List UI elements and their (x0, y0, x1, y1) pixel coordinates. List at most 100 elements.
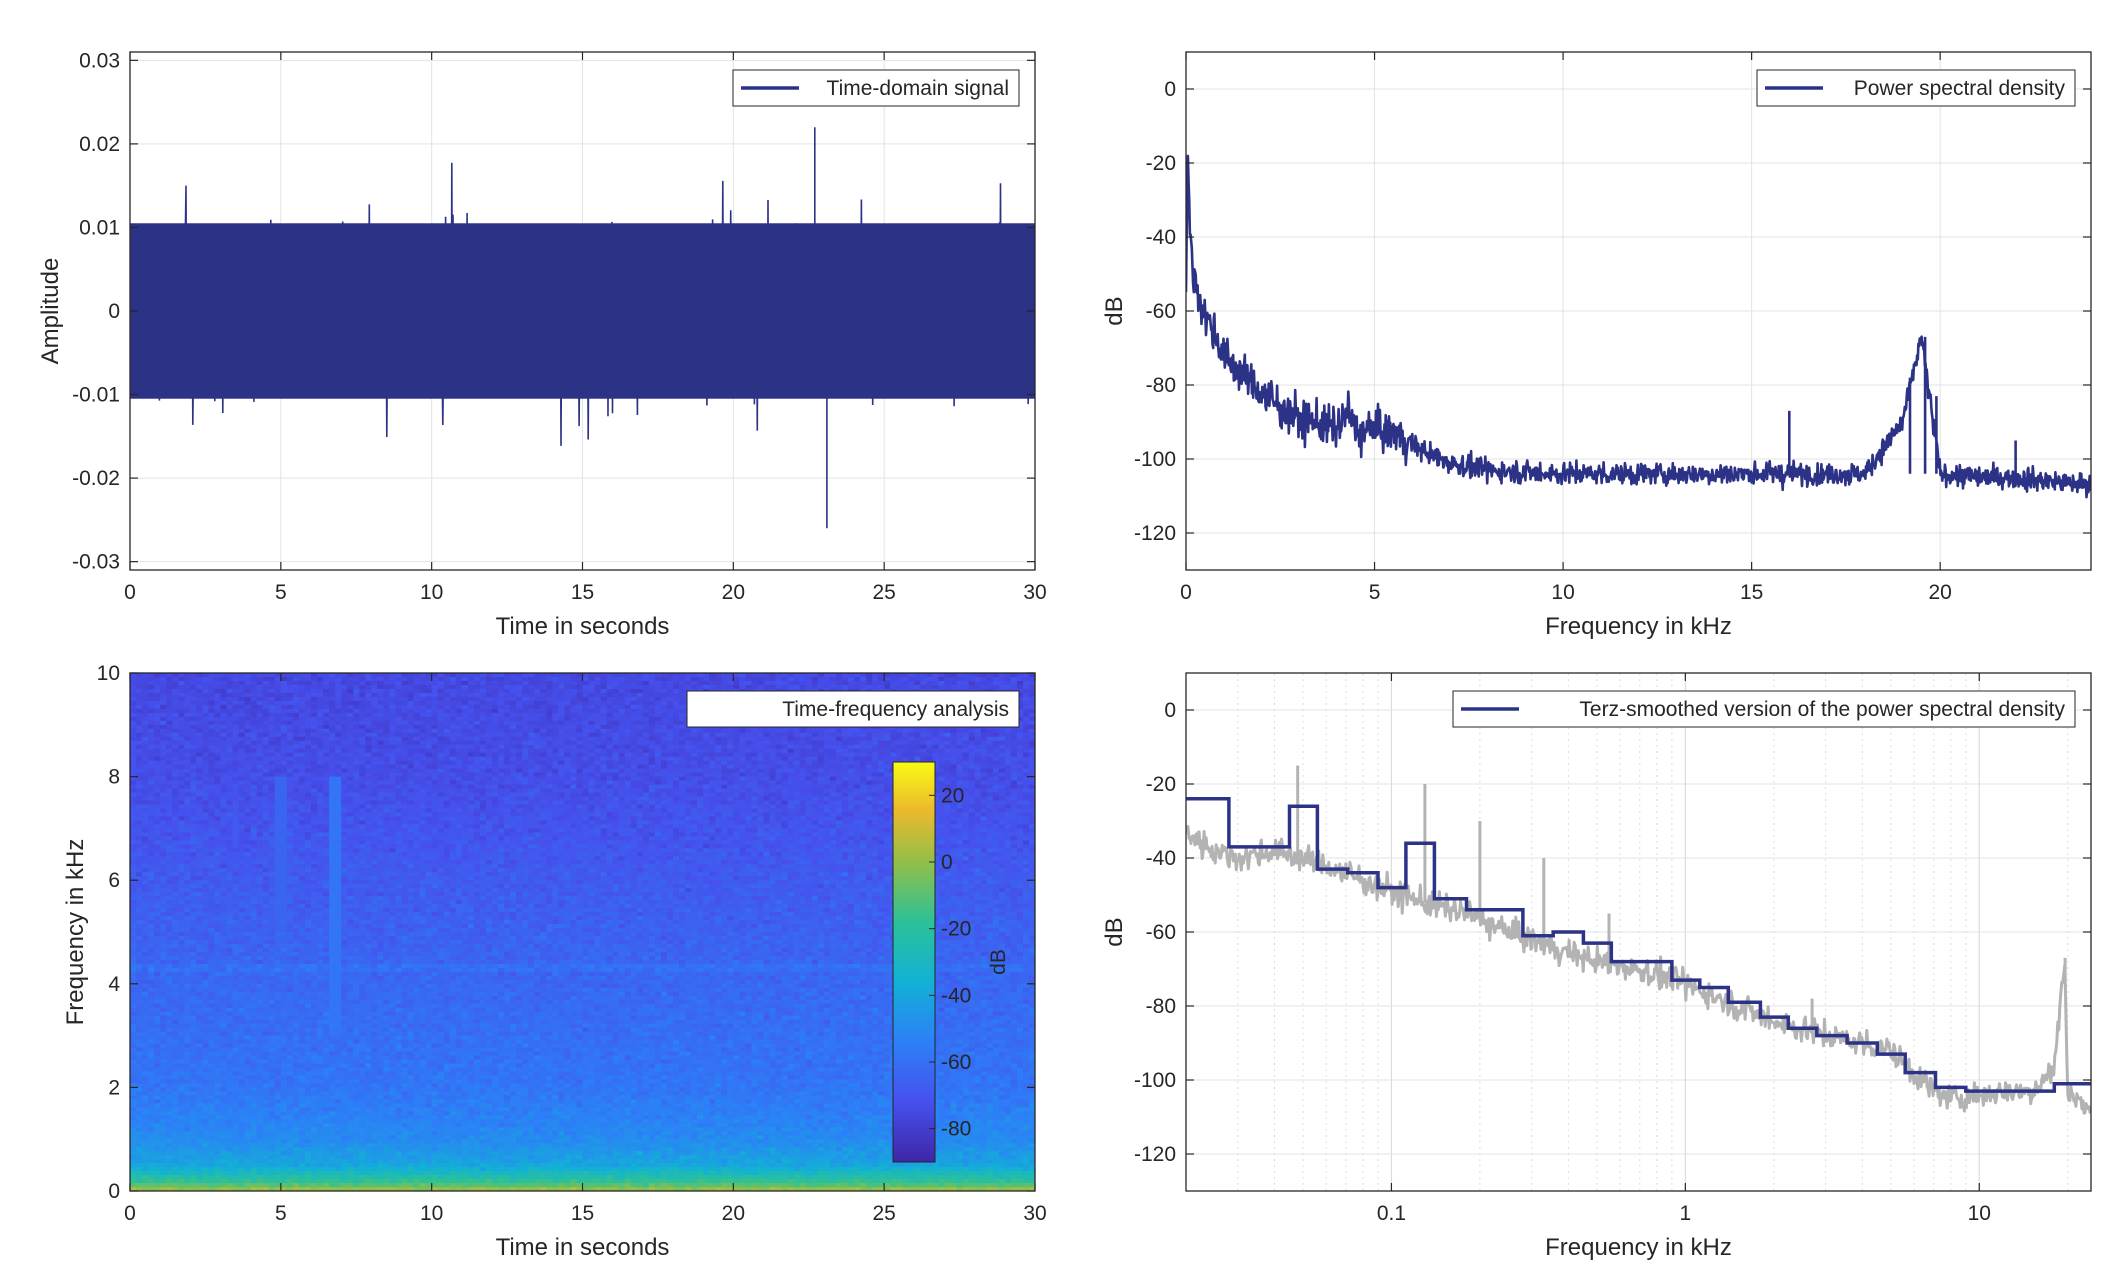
spectrogram-cell (595, 773, 602, 778)
spectrogram-cell (371, 797, 378, 802)
spectrogram-cell (438, 681, 445, 686)
spectrogram-cell (335, 681, 342, 686)
spectrogram-cell (993, 681, 1000, 686)
spectrogram-cell (540, 793, 547, 798)
spectrogram-cell (383, 801, 390, 806)
spectrogram-cell (812, 757, 819, 762)
spectrogram-cell (655, 761, 662, 766)
spectrogram-cell (625, 757, 632, 762)
spectrogram-cell (558, 781, 565, 786)
spectrogram-cell (1011, 773, 1018, 778)
spectrogram-cell (649, 693, 656, 698)
spectrogram-cell (263, 749, 270, 754)
spectrogram-cell (347, 741, 354, 746)
spectrogram-cell (872, 729, 879, 734)
spectrogram-cell (335, 773, 342, 778)
spectrogram-cell (576, 781, 583, 786)
spectrogram-cell (751, 797, 758, 802)
spectrogram-cell (770, 793, 777, 798)
spectrogram-cell (444, 797, 451, 802)
spectrogram-cell (335, 781, 342, 786)
spectrogram-cell (486, 673, 493, 678)
spectrogram-cell (745, 737, 752, 742)
spectrogram-cell (896, 745, 903, 750)
spectrogram-cell (420, 789, 427, 794)
spectrogram-cell (866, 797, 873, 802)
spectrogram-cell (323, 709, 330, 714)
spectrogram-cell (848, 785, 855, 790)
spectrogram-cell (154, 785, 161, 790)
spectrogram-cell (631, 721, 638, 726)
spectrogram-cell (160, 701, 167, 706)
spectrogram-cell (468, 697, 475, 702)
spectrogram-cell (697, 677, 704, 682)
spectrogram-cell (408, 797, 415, 802)
spectrogram-cell (945, 729, 952, 734)
spectrogram-cell (812, 733, 819, 738)
spectrogram-cell (136, 717, 143, 722)
spectrogram-cell (661, 701, 668, 706)
spectrogram-cell (516, 689, 523, 694)
spectrogram-cell (564, 777, 571, 782)
spectrogram-cell (148, 773, 155, 778)
spectrogram-cell (383, 757, 390, 762)
spectrogram-cell (450, 729, 457, 734)
spectrogram-cell (305, 761, 312, 766)
spectrogram-cell (1005, 765, 1012, 770)
spectrogram-cell (377, 717, 384, 722)
spectrogram-cell (643, 753, 650, 758)
spectrogram-cell (305, 689, 312, 694)
spectrogram-cell (136, 765, 143, 770)
spectrogram-cell (564, 681, 571, 686)
spectrogram-cell (251, 753, 258, 758)
spectrogram-cell (311, 693, 318, 698)
spectrogram-cell (450, 713, 457, 718)
spectrogram-cell (691, 777, 698, 782)
spectrogram-cell (884, 677, 891, 682)
spectrogram-cell (661, 781, 668, 786)
spectrogram-cell (800, 749, 807, 754)
spectrogram-cell (172, 725, 179, 730)
spectrogram-cell (239, 789, 246, 794)
spectrogram-cell (233, 777, 240, 782)
spectrogram-cell (130, 689, 137, 694)
spectrogram-cell (275, 741, 282, 746)
spectrogram-cell (727, 749, 734, 754)
spectrogram-cell (208, 705, 215, 710)
spectrogram-cell (703, 777, 710, 782)
spectrogram-cell (558, 681, 565, 686)
spectrogram-cell (540, 765, 547, 770)
spectrogram-cell (196, 677, 203, 682)
spectrogram-cell (625, 673, 632, 678)
spectrogram-cell (534, 777, 541, 782)
spectrogram-cell (770, 749, 777, 754)
spectrogram-cell (383, 797, 390, 802)
spectrogram-cell (1023, 737, 1030, 742)
spectrogram-cell (1023, 749, 1030, 754)
spectrogram-cell (335, 725, 342, 730)
spectrogram-cell (679, 713, 686, 718)
spectrogram-cell (196, 801, 203, 806)
spectrogram-cell (637, 713, 644, 718)
spectrogram-cell (257, 689, 264, 694)
spectrogram-cell (395, 785, 402, 790)
spectrogram-cell (770, 737, 777, 742)
spectrogram-cell (287, 709, 294, 714)
spectrogram-cell (395, 797, 402, 802)
spectrogram-cell (830, 789, 837, 794)
spectrogram-cell (812, 685, 819, 690)
spectrogram-cell (727, 737, 734, 742)
spectrogram-cell (721, 729, 728, 734)
spectrogram-cell (540, 753, 547, 758)
spectrogram-cell (383, 697, 390, 702)
spectrogram-cell (800, 741, 807, 746)
spectrogram-cell (757, 737, 764, 742)
spectrogram-cell (655, 709, 662, 714)
spectrogram-cell (540, 797, 547, 802)
spectrogram-cell (359, 801, 366, 806)
spectrogram-cell (739, 761, 746, 766)
spectrogram-cell (570, 741, 577, 746)
spectrogram-cell (975, 785, 982, 790)
spectrogram-cell (474, 801, 481, 806)
spectrogram-cell (492, 677, 499, 682)
